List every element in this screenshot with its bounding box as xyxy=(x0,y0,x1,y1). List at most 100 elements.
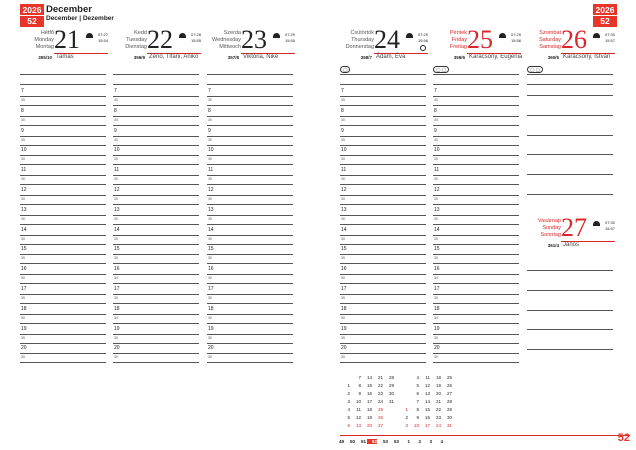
hour-line[interactable] xyxy=(340,214,426,216)
hour-line[interactable] xyxy=(433,135,519,137)
half-hour-line[interactable] xyxy=(113,342,199,344)
half-hour-line[interactable] xyxy=(20,124,106,126)
hour-line[interactable] xyxy=(113,195,199,196)
half-hour-line[interactable] xyxy=(207,124,293,126)
hour-line[interactable] xyxy=(433,175,519,177)
half-hour-line[interactable] xyxy=(340,204,426,205)
half-hour-line[interactable] xyxy=(207,362,293,364)
half-hour-line[interactable] xyxy=(340,362,426,364)
half-hour-line[interactable] xyxy=(340,243,426,245)
hour-line[interactable] xyxy=(433,313,519,315)
hour-line[interactable] xyxy=(340,155,426,157)
half-hour-line[interactable] xyxy=(113,105,199,106)
half-hour-line[interactable] xyxy=(433,362,519,364)
half-hour-line[interactable] xyxy=(433,342,519,344)
hour-line[interactable] xyxy=(340,274,426,276)
hour-line[interactable] xyxy=(207,313,293,315)
hour-line[interactable] xyxy=(113,175,199,177)
hour-line[interactable] xyxy=(207,155,293,157)
half-hour-line[interactable] xyxy=(113,362,199,364)
half-hour-line[interactable] xyxy=(340,144,426,146)
half-hour-line[interactable] xyxy=(433,105,519,106)
hour-line[interactable] xyxy=(340,353,426,355)
hour-line[interactable] xyxy=(207,234,293,236)
hour-line[interactable] xyxy=(113,274,199,276)
hour-line[interactable] xyxy=(433,333,519,335)
half-hour-line[interactable] xyxy=(113,184,199,186)
hour-line[interactable] xyxy=(340,195,426,196)
hour-line[interactable] xyxy=(20,274,106,276)
half-hour-line[interactable] xyxy=(113,204,199,205)
hour-line[interactable] xyxy=(433,214,519,216)
hour-line[interactable] xyxy=(113,214,199,216)
half-hour-line[interactable] xyxy=(113,223,199,225)
note-line[interactable] xyxy=(527,309,613,311)
hour-line[interactable] xyxy=(207,274,293,276)
half-hour-line[interactable] xyxy=(433,164,519,166)
half-hour-line[interactable] xyxy=(433,124,519,126)
half-hour-line[interactable] xyxy=(207,204,293,205)
half-hour-line[interactable] xyxy=(207,164,293,166)
half-hour-line[interactable] xyxy=(113,164,199,166)
half-hour-line[interactable] xyxy=(340,223,426,225)
half-hour-line[interactable] xyxy=(433,263,519,265)
half-hour-line[interactable] xyxy=(433,204,519,205)
half-hour-line[interactable] xyxy=(433,303,519,304)
half-hour-line[interactable] xyxy=(20,303,106,304)
note-line[interactable] xyxy=(527,154,613,156)
half-hour-line[interactable] xyxy=(340,184,426,186)
half-hour-line[interactable] xyxy=(207,105,293,106)
note-line[interactable] xyxy=(527,289,613,291)
half-hour-line[interactable] xyxy=(113,144,199,146)
hour-line[interactable] xyxy=(113,155,199,157)
day-column[interactable]: 7 30 8 30 9 30 10 30 11 30 12 30 13 30 1… xyxy=(207,0,293,450)
half-hour-line[interactable] xyxy=(433,283,519,285)
hour-line[interactable] xyxy=(340,254,426,256)
hour-line[interactable] xyxy=(340,135,426,137)
hour-line[interactable] xyxy=(433,234,519,236)
hour-line[interactable] xyxy=(207,214,293,216)
half-hour-line[interactable] xyxy=(340,303,426,304)
day-column[interactable]: ◯ ◯ 7 30 8 30 9 30 10 30 11 30 12 30 13 3… xyxy=(433,0,519,450)
hour-line[interactable] xyxy=(20,333,106,335)
half-hour-line[interactable] xyxy=(340,342,426,344)
half-hour-line[interactable] xyxy=(20,184,106,186)
half-hour-line[interactable] xyxy=(340,283,426,285)
half-hour-line[interactable] xyxy=(207,184,293,186)
hour-line[interactable] xyxy=(433,254,519,256)
half-hour-line[interactable] xyxy=(113,303,199,304)
hour-line[interactable] xyxy=(207,195,293,196)
hour-line[interactable] xyxy=(20,254,106,256)
hour-line[interactable] xyxy=(113,234,199,236)
half-hour-line[interactable] xyxy=(20,283,106,285)
hour-line[interactable] xyxy=(340,96,426,97)
note-line[interactable] xyxy=(527,270,613,271)
half-hour-line[interactable] xyxy=(20,322,106,324)
half-hour-line[interactable] xyxy=(20,263,106,265)
hour-line[interactable] xyxy=(433,274,519,276)
half-hour-line[interactable] xyxy=(20,243,106,245)
day-column[interactable]: ◯ 7 30 8 30 9 30 10 30 11 30 12 30 13 30 … xyxy=(340,0,426,450)
hour-line[interactable] xyxy=(433,155,519,157)
hour-line[interactable] xyxy=(207,353,293,355)
hour-line[interactable] xyxy=(20,353,106,355)
half-hour-line[interactable] xyxy=(113,124,199,126)
hour-line[interactable] xyxy=(433,294,519,295)
half-hour-line[interactable] xyxy=(207,223,293,225)
half-hour-line[interactable] xyxy=(113,283,199,285)
hour-line[interactable] xyxy=(20,214,106,216)
hour-line[interactable] xyxy=(340,333,426,335)
day-column[interactable]: 7 30 8 30 9 30 10 30 11 30 12 30 13 30 1… xyxy=(20,0,106,450)
hour-line[interactable] xyxy=(113,135,199,137)
half-hour-line[interactable] xyxy=(433,243,519,245)
half-hour-line[interactable] xyxy=(433,322,519,324)
hour-line[interactable] xyxy=(113,254,199,256)
hour-line[interactable] xyxy=(20,155,106,157)
hour-line[interactable] xyxy=(20,115,106,117)
hour-line[interactable] xyxy=(433,195,519,196)
half-hour-line[interactable] xyxy=(113,322,199,324)
hour-line[interactable] xyxy=(340,294,426,295)
hour-line[interactable] xyxy=(207,96,293,97)
half-hour-line[interactable] xyxy=(207,243,293,245)
half-hour-line[interactable] xyxy=(340,124,426,126)
